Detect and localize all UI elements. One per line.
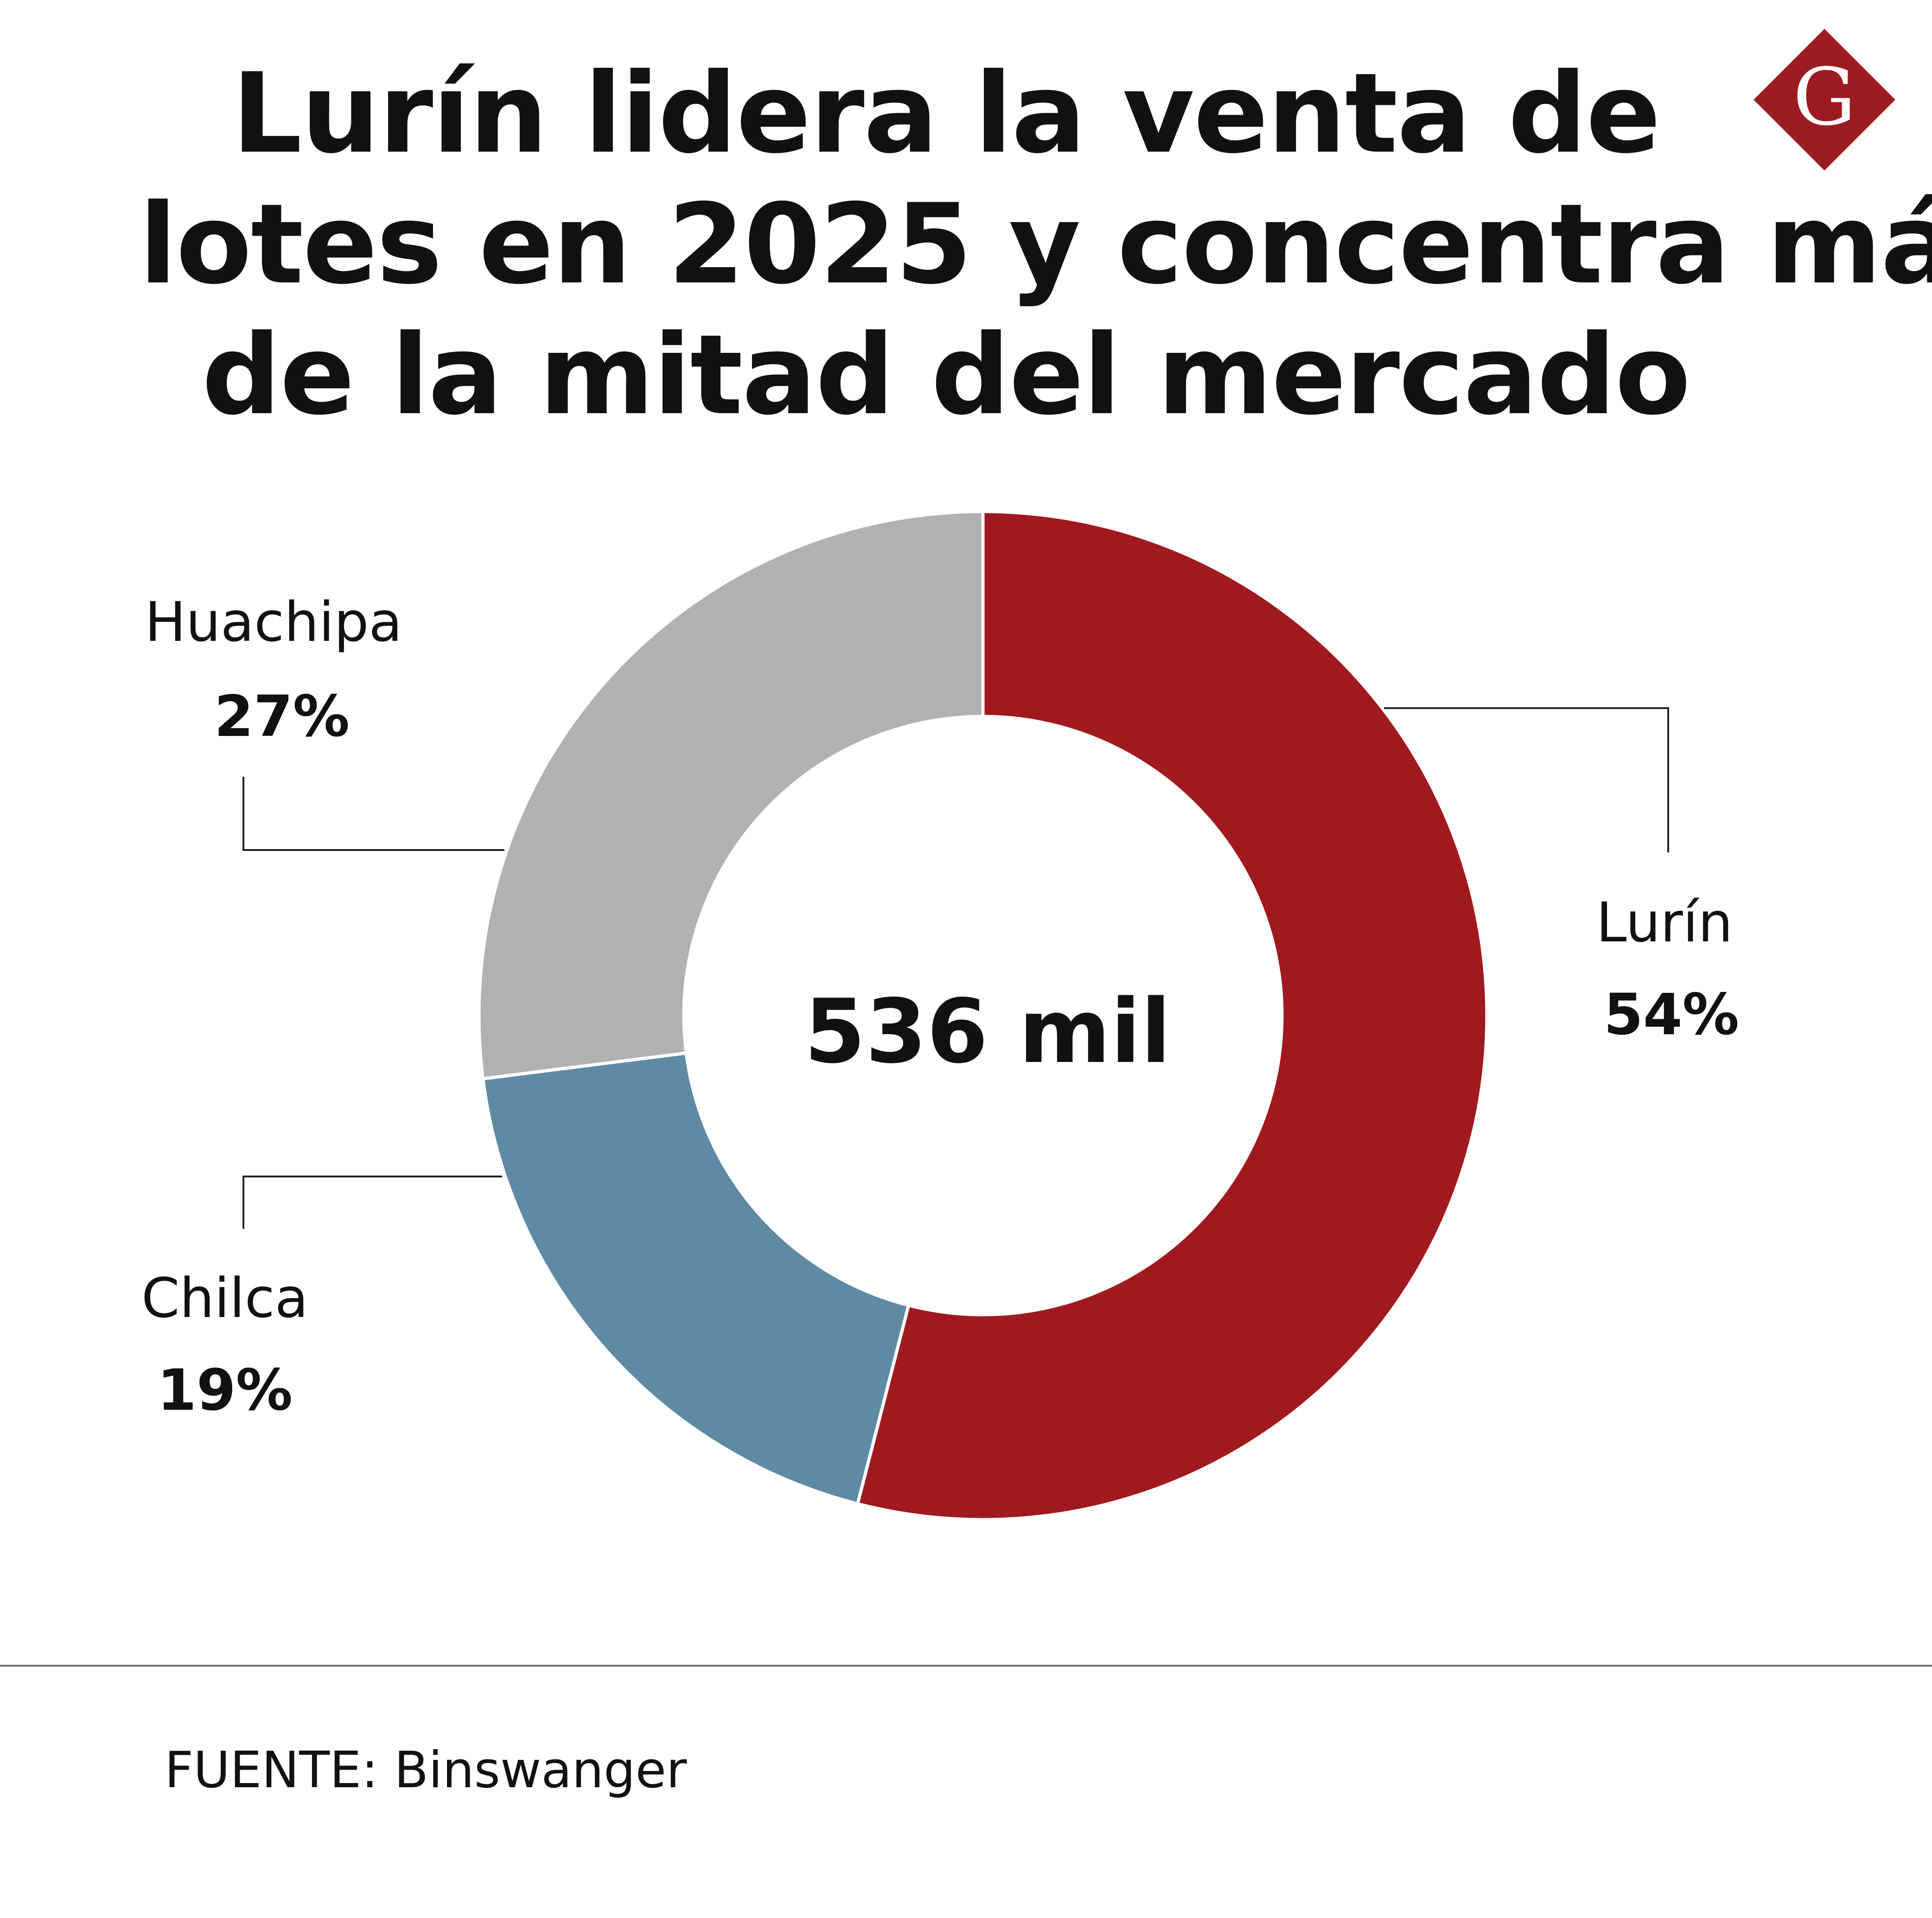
leader-line-lurin (1384, 707, 1669, 852)
title-line-1: Lurín lidera la venta de (231, 50, 1661, 178)
leader-line-huachipa (242, 777, 504, 851)
title-line-2: lotes en 2025 y concentra más (139, 180, 1932, 309)
publisher-logo: G (1753, 29, 1895, 171)
logo-letter: G (1793, 51, 1856, 143)
source-note: FUENTE: Binswanger (165, 1741, 687, 1799)
center-total: 536 mil (804, 980, 1171, 1083)
chart-title: Lurín lidera la venta de lotes en 2025 y… (139, 49, 1932, 441)
value-huachipa: 27% (214, 684, 350, 749)
donut-slices (477, 510, 1489, 1522)
slice-huachipa (477, 510, 985, 1081)
footer-divider (0, 1665, 1932, 1667)
value-chilca: 19% (157, 1357, 293, 1423)
title-line-3: de la mitad del mercado (202, 311, 1690, 440)
label-chilca: Chilca (141, 1266, 308, 1330)
leader-line-chilca (242, 1176, 502, 1229)
slice-lurin (855, 510, 1489, 1522)
value-lurin: 54% (1604, 982, 1739, 1048)
slice-chilca (481, 1051, 911, 1506)
label-huachipa: Huachipa (145, 590, 402, 654)
label-lurin: Lurín (1596, 890, 1733, 954)
